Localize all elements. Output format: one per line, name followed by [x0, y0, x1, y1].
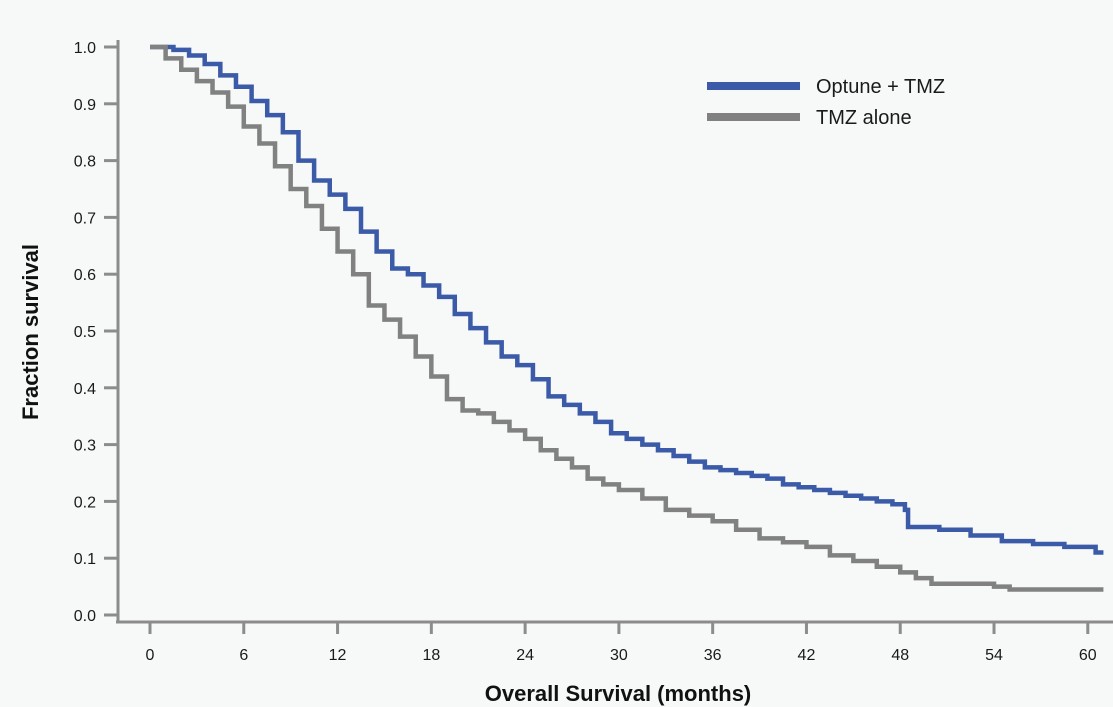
x-tick-label: 54 — [985, 647, 1003, 664]
y-tick-label: 0.9 — [74, 97, 96, 114]
y-tick-label: 0.4 — [74, 381, 96, 398]
y-ticks: 0.0 0.1 0.2 0.3 0.4 0.5 0.6 0.7 0.8 0.9 1.0 — [74, 40, 118, 625]
legend-label: TMZ alone — [816, 107, 912, 129]
y-tick-label: 0.5 — [74, 324, 96, 341]
x-tick-label: 60 — [1079, 647, 1097, 664]
series-line-1 — [150, 44, 1104, 555]
y-tick-label: 0.0 — [74, 608, 96, 625]
x-tick-label: 42 — [798, 647, 816, 664]
y-tick-label: 0.8 — [74, 154, 96, 171]
y-tick-label: 0.1 — [74, 551, 96, 568]
legend: Optune + TMZ TMZ alone — [707, 76, 945, 129]
legend-label: Optune + TMZ — [816, 76, 945, 98]
x-ticks: 0 6 12 18 24 30 36 42 48 54 60 — [146, 622, 1097, 664]
x-tick-label: 0 — [146, 647, 155, 664]
x-axis-title: Overall Survival (months) — [485, 681, 752, 706]
x-tick-label: 30 — [610, 647, 628, 664]
x-tick-label: 12 — [329, 647, 347, 664]
x-tick-label: 6 — [239, 647, 248, 664]
y-tick-label: 1.0 — [74, 40, 96, 57]
series-layer — [150, 44, 1104, 592]
y-axis-title: Fraction survival — [18, 244, 43, 420]
series-line-2 — [150, 44, 1104, 592]
y-tick-label: 0.2 — [74, 494, 96, 511]
x-tick-label: 18 — [422, 647, 440, 664]
y-tick-label: 0.3 — [74, 438, 96, 455]
x-tick-label: 24 — [516, 647, 534, 664]
x-tick-label: 48 — [891, 647, 909, 664]
axes — [116, 40, 1113, 624]
y-tick-label: 0.7 — [74, 210, 96, 227]
x-tick-label: 36 — [704, 647, 722, 664]
y-tick-label: 0.6 — [74, 267, 96, 284]
